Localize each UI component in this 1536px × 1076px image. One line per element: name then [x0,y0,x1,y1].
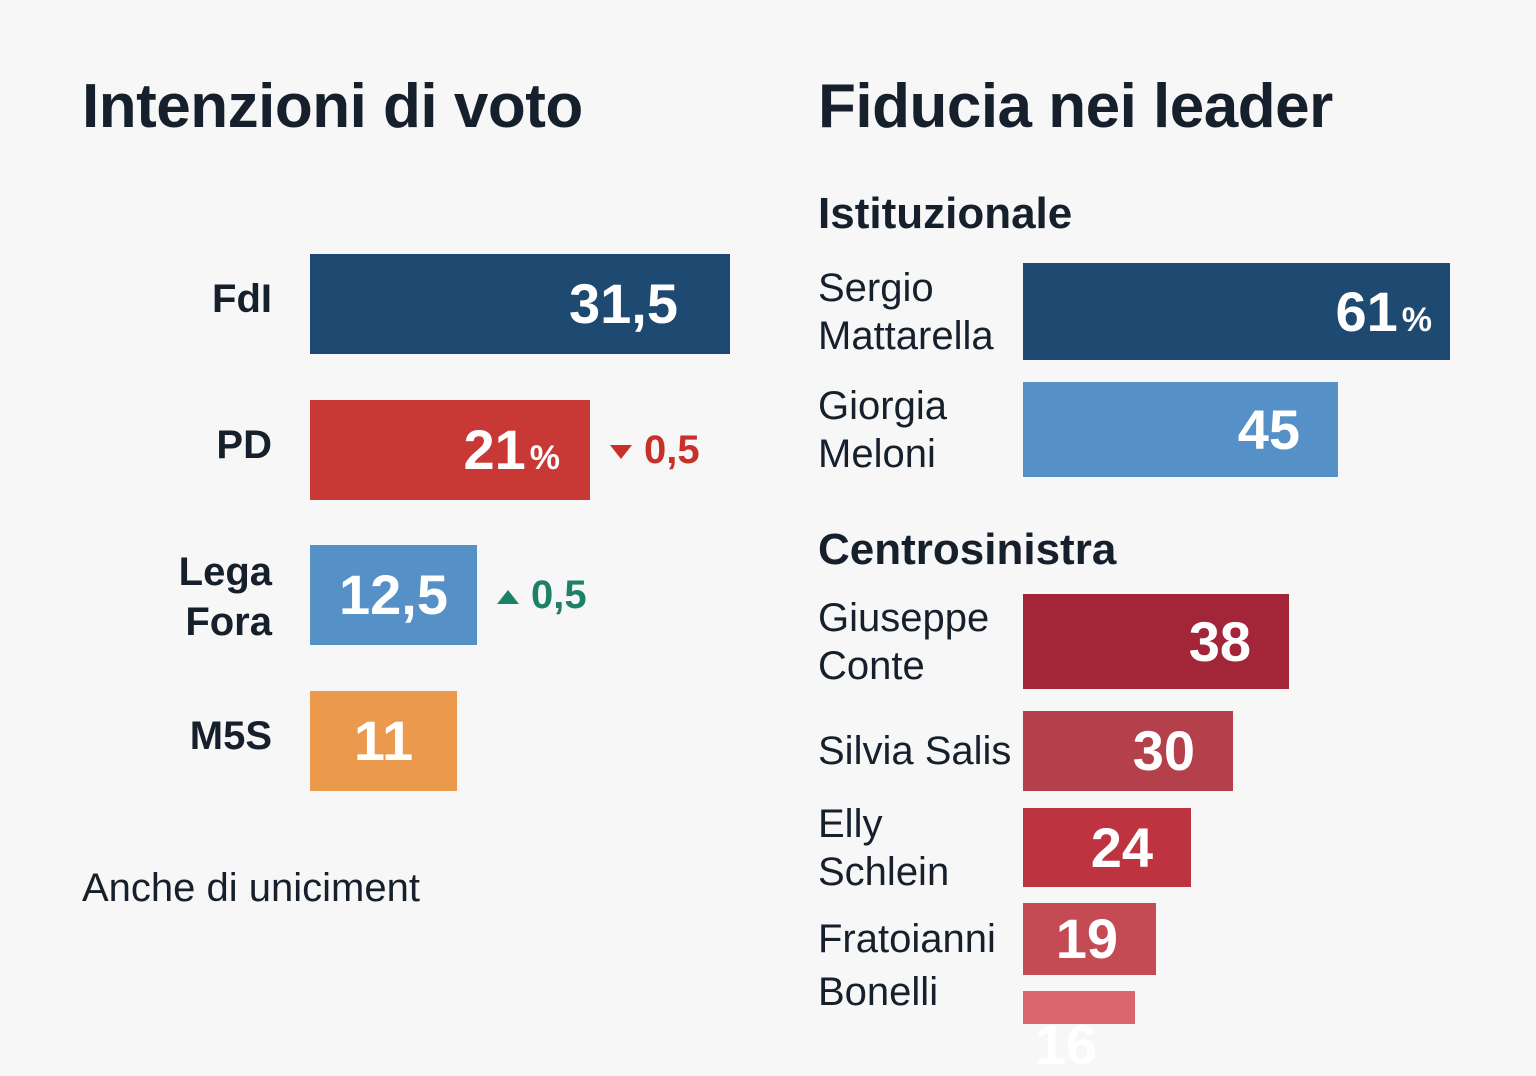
leader-name-sergio-mattarella: Sergio Mattarella [818,265,994,358]
voting-intentions-title: Intenzioni di voto [82,72,583,141]
bar-value-label: 45 [1237,397,1300,461]
bar-pd: 21% [310,400,590,500]
bar-value-label: 31,5 [569,272,678,335]
bar-lega-fora: 12,5 [310,545,477,645]
leader-name-silvia-salis: Silvia Salis [818,729,1012,773]
percent-sign: % [1401,300,1432,339]
bar-value-label: 24 [1090,815,1153,879]
leader-name-giorgia-meloni: Giorgia Meloni [818,383,947,476]
triangle-down-icon [610,445,632,460]
bar-value-label: 16 [1034,1013,1097,1076]
bar-value-label: 12,5 [339,563,448,626]
bar-elly-schlein: 24 [1023,808,1191,887]
leader-name-fratoianni: Fratoianni [818,917,996,961]
footnote: Anche di uniciment [82,866,420,910]
bar-sergio-mattarella: 61% [1023,263,1450,360]
leader-name-elly-schlein: Elly Schlein [818,801,950,894]
party-label-pd: PD [216,423,272,467]
bar-giorgia-meloni: 45 [1023,382,1338,477]
bar-m5s: 11 [310,691,457,791]
leader-name-bonelli: Bonelli [818,970,939,1014]
change-indicator-up: 0,5 [497,575,587,615]
bar-silvia-salis: 30 [1023,711,1233,791]
bar-value-label: 61% [1335,279,1432,343]
bar-value-label: 30 [1132,719,1195,782]
bar-fratoianni: 19 [1023,903,1156,975]
bar-value-label: 21% [463,418,560,481]
bar-bonelli: 16 [1023,991,1135,1073]
change-indicator-down: 0,5 [610,430,700,470]
triangle-up-icon [497,590,519,605]
leader-name-giuseppe-conte: Giuseppe Conte [818,595,990,688]
leader-trust-title: Fiducia nei leader [818,72,1333,141]
section-title-istituzionale: Istituzionale [818,189,1073,238]
percent-sign: % [529,439,560,477]
party-label-m5s: M5S [189,714,272,758]
party-label-lega-fora: Lega Fora [178,550,272,644]
party-label-fdi: FdI [212,277,272,321]
bar-value-label: 19 [1055,907,1118,970]
bar-fdi: 31,5 [310,254,730,354]
bar-giuseppe-conte: 38 [1023,594,1289,689]
bar-value-label: 11 [353,709,414,772]
bar-value-label: 38 [1188,609,1251,673]
section-title-centrosinistra: Centrosinistra [818,525,1117,574]
